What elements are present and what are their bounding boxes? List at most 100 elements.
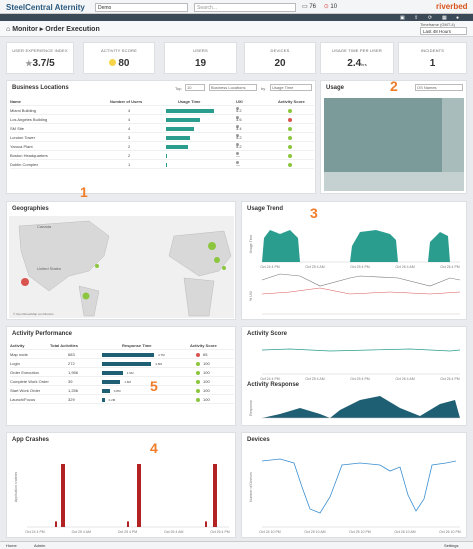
alerts-count[interactable]: 76 bbox=[309, 4, 317, 10]
locations-table: Name Number of Users Usage Time UXI Acti… bbox=[10, 98, 314, 186]
usage-group-select[interactable]: OS Names bbox=[415, 84, 463, 91]
devices-panel: Devices Oct 24 10 PM Oct 25 10 AM Oct 25 1… bbox=[241, 432, 467, 538]
kpi-value: 2.4hrs bbox=[347, 58, 367, 69]
table-row[interactable]: Complete Work Order 39 1.6M 100 bbox=[10, 378, 234, 386]
usage-trend-chart[interactable]: Oct 24 4 PM Oct 25 4 AM Oct 25 4 PM Oct 26 … bbox=[249, 216, 464, 318]
treemap-tile-2[interactable] bbox=[442, 98, 464, 172]
tick-label: Oct 25 10 AM bbox=[304, 530, 325, 534]
home-icon[interactable]: ⌂ bbox=[6, 26, 11, 33]
activity-total: 683 bbox=[68, 352, 75, 357]
tick-label: Oct 26 4 AM bbox=[164, 530, 183, 534]
breadcrumb[interactable]: Monitor bbox=[12, 26, 38, 33]
score-dot-icon bbox=[196, 353, 200, 357]
star-icon: ★ bbox=[25, 59, 33, 68]
footer-home[interactable]: Home bbox=[6, 543, 17, 548]
kpi-devices[interactable]: DEVICES 20 bbox=[244, 42, 316, 74]
score-dot-icon bbox=[196, 362, 200, 366]
error-icon[interactable]: ⊙ bbox=[323, 4, 329, 10]
user-icon[interactable]: ● bbox=[456, 15, 460, 21]
kpi-usage-time[interactable]: USAGE TIME PER USER 2.4hrs bbox=[320, 42, 394, 74]
table-row[interactable]: Launch/Focus 329 0.2M 100 bbox=[10, 396, 234, 404]
activity-table: Activity Total Activities Response Time … bbox=[10, 342, 234, 422]
monitor-icon[interactable]: ▭ bbox=[302, 4, 308, 10]
timeframe-select[interactable]: Last 48 Hours bbox=[420, 27, 467, 35]
treemap-tile-3[interactable] bbox=[324, 172, 464, 191]
location-users: 1 bbox=[128, 162, 131, 167]
business-locations-panel: Business Locations Top 10 Business Locat… bbox=[6, 80, 316, 194]
location-users: 2 bbox=[128, 153, 131, 158]
by-label: by bbox=[261, 86, 266, 91]
save-icon[interactable]: ▣ bbox=[400, 15, 405, 21]
group-by-select[interactable]: Business Locations bbox=[209, 84, 257, 91]
activity-score-chart[interactable]: Oct 24 4 PM Oct 25 4 AM Oct 25 4 PM Oct 26 … bbox=[250, 340, 464, 382]
annotation-2: 2 bbox=[390, 78, 398, 94]
location-users: 4 bbox=[128, 108, 131, 113]
kpi-incidents[interactable]: INCIDENTS 1 bbox=[398, 42, 467, 74]
activity-score-panel: Activity Score Oct 24 4 PM Oct 25 4 AM Oct… bbox=[241, 326, 467, 426]
map-marker bbox=[208, 242, 216, 250]
app-crashes-chart[interactable]: Oct 24 4 PM Oct 25 4 AM Oct 25 4 PM Oct 26 … bbox=[14, 447, 233, 537]
usage-bar bbox=[166, 154, 168, 158]
account-selector[interactable]: Demo bbox=[95, 3, 188, 12]
crash-bar bbox=[137, 464, 141, 527]
map-marker bbox=[214, 257, 220, 263]
table-row[interactable]: Order Execution 1,956 1.9M 100 bbox=[10, 369, 234, 377]
table-row[interactable]: Map node 683 4.7M 65 bbox=[10, 351, 234, 359]
table-row[interactable]: Los Angeles Building 4 3.6 bbox=[10, 116, 314, 124]
location-uxi: 4.2 bbox=[236, 135, 242, 140]
location-uxi: 4.2 bbox=[236, 144, 242, 149]
footer-settings[interactable]: Settings bbox=[444, 543, 459, 548]
table-row[interactable]: Dublin Complex 1 — bbox=[10, 161, 314, 169]
star-icon bbox=[236, 143, 239, 146]
annotation-5: 5 bbox=[150, 378, 158, 394]
activity-name: Map node bbox=[10, 352, 28, 357]
score-dot-icon bbox=[288, 127, 292, 131]
search-input[interactable]: Search... bbox=[194, 3, 296, 12]
usage-bar bbox=[166, 118, 200, 122]
treemap-tile-1[interactable] bbox=[324, 98, 442, 172]
activity-score: 100 bbox=[203, 388, 210, 393]
panel-title: Usage Trend bbox=[247, 206, 284, 212]
app-logo[interactable]: SteelCentral Aternity bbox=[6, 3, 85, 12]
activity-response-chart[interactable]: Response bbox=[249, 390, 464, 424]
usage-bar bbox=[166, 109, 214, 113]
activity-name: Login bbox=[10, 361, 20, 366]
table-row[interactable]: Boston Headquarters 2 — bbox=[10, 152, 314, 160]
kpi-uxi[interactable]: USER EXPERIENCE INDEX ★3.7/5 bbox=[6, 42, 74, 74]
table-row[interactable]: SM Site 4 3.4 bbox=[10, 125, 314, 133]
tick-label: Oct 26 4 PM bbox=[440, 377, 460, 381]
grid-icon[interactable]: ▦ bbox=[442, 15, 447, 21]
export-icon[interactable]: ⇪ bbox=[414, 15, 419, 21]
score-dot-icon bbox=[288, 136, 292, 140]
axis-label: % UXI bbox=[249, 291, 253, 301]
refresh-icon[interactable]: ⟳ bbox=[428, 15, 433, 21]
activity-total: 329 bbox=[68, 397, 75, 402]
star-icon bbox=[236, 107, 239, 110]
response-value: 1.9M bbox=[126, 371, 134, 375]
table-row[interactable]: Login 272 4.5M 100 bbox=[10, 360, 234, 368]
table-row[interactable]: Start Work Order 1,256 0.8M 100 bbox=[10, 387, 234, 395]
activity-score: 100 bbox=[203, 370, 210, 375]
tick-label: Oct 26 4 PM bbox=[440, 265, 460, 269]
response-bar bbox=[102, 371, 123, 375]
response-bar bbox=[102, 353, 154, 357]
crash-bar-small bbox=[55, 521, 57, 527]
response-value: 0.8M bbox=[113, 389, 121, 393]
table-row[interactable]: London Tower 3 4.2 bbox=[10, 134, 314, 142]
table-row[interactable]: Yaroca Plant 2 4.2 bbox=[10, 143, 314, 151]
devices-chart[interactable]: Oct 24 10 PM Oct 25 10 AM Oct 25 10 PM Oct … bbox=[249, 447, 464, 537]
top-select[interactable]: 10 bbox=[185, 84, 205, 91]
footer-admin[interactable]: Admin bbox=[34, 543, 46, 548]
annotation-4: 4 bbox=[150, 440, 158, 456]
kpi-label: USER EXPERIENCE INDEX bbox=[12, 48, 68, 53]
table-row[interactable]: Miami Building 4 4.2 bbox=[10, 107, 314, 115]
world-map[interactable] bbox=[9, 216, 234, 318]
devices-line bbox=[261, 458, 457, 514]
star-icon bbox=[236, 116, 239, 119]
kpi-users[interactable]: USERS 19 bbox=[164, 42, 237, 74]
metric-select[interactable]: Usage Time bbox=[270, 84, 312, 91]
kpi-activity-score[interactable]: ACTIVITY SCORE 80 bbox=[83, 42, 155, 74]
kpi-value: 1 bbox=[429, 58, 436, 69]
errors-count[interactable]: 10 bbox=[330, 4, 338, 10]
tick-label: Oct 25 4 AM bbox=[305, 265, 324, 269]
